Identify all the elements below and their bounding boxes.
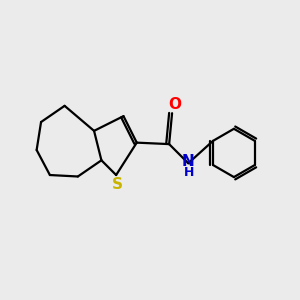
Text: H: H bbox=[184, 166, 194, 178]
Text: S: S bbox=[112, 177, 123, 192]
Text: O: O bbox=[169, 98, 182, 112]
Text: N: N bbox=[181, 154, 194, 169]
